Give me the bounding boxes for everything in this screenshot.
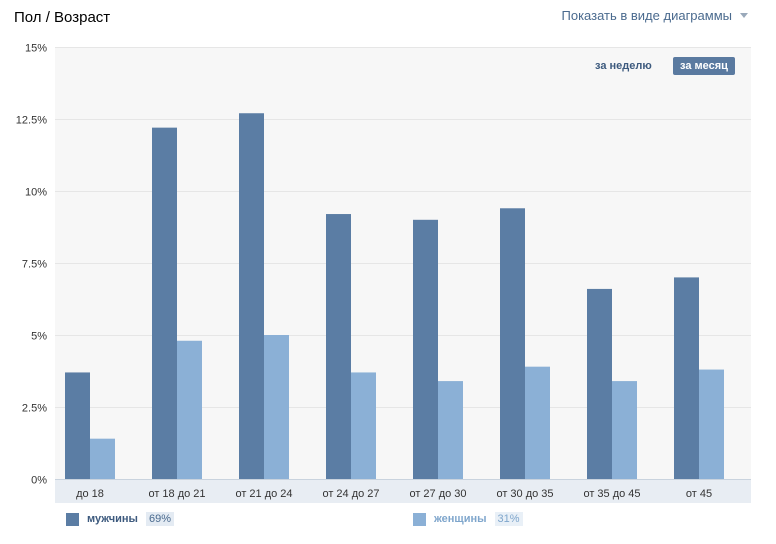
y-tick-label: 7.5% [22,259,47,271]
bar-women [351,372,376,479]
period-month-button[interactable]: за месяц [673,57,735,75]
x-tick-label: до 18 [76,488,104,500]
chevron-down-icon [740,13,748,18]
legend-label-women: женщины [434,513,487,525]
bar-men [500,208,525,479]
x-tick-label: от 21 до 24 [235,488,292,500]
bar-men [65,372,90,479]
y-tick-label: 12.5% [16,115,47,127]
y-tick-label: 2.5% [22,403,47,415]
x-tick-label: от 45 [686,488,712,500]
bar-men [587,288,612,479]
y-tick-label: 5% [31,331,47,343]
period-week-button[interactable]: за неделю [595,60,652,72]
legend-swatch-men [66,512,79,526]
bar-women [699,369,724,479]
legend-pct-women: 31% [494,512,523,526]
bar-men [239,113,264,480]
y-tick-label: 15% [25,43,47,55]
y-tick-label: 0% [31,475,47,487]
bar-women [525,366,550,479]
bar-women [177,340,202,479]
bar-women [438,381,463,479]
legend-pct-men: 69% [145,512,174,526]
bar-men [326,214,351,480]
show-as-diagram-toggle[interactable]: Показать в виде диаграммы [561,8,748,23]
x-tick-label: от 30 до 35 [496,488,553,500]
legend-swatch-women [413,512,426,526]
x-tick-label: от 18 до 21 [148,488,205,500]
legend-item-women[interactable]: женщины 31% [413,512,523,526]
bar-women [612,381,637,479]
show-as-diagram-label: Показать в виде диаграммы [561,8,733,23]
bar-women [90,438,115,479]
bar-men [413,219,438,480]
legend-item-men[interactable]: мужчины 69% [66,512,174,526]
bar-men [152,127,177,479]
x-tick-label: от 24 до 27 [322,488,379,500]
legend-label-men: мужчины [87,513,138,525]
page-title: Пол / Возраст [14,9,111,26]
y-axis-ticks: 0% 2.5% 5% 7.5% 10% 12.5% 15% [16,43,47,487]
bars [65,113,724,480]
x-tick-label: от 35 до 45 [583,488,640,500]
x-axis-ticks: до 18 от 18 до 21 от 21 до 24 от 24 до 27 от… [55,479,751,503]
bar-men [674,277,699,479]
bar-women [264,335,289,479]
y-tick-label: 10% [25,187,47,199]
x-tick-label: от 27 до 30 [409,488,466,500]
x-axis-band [55,479,751,503]
